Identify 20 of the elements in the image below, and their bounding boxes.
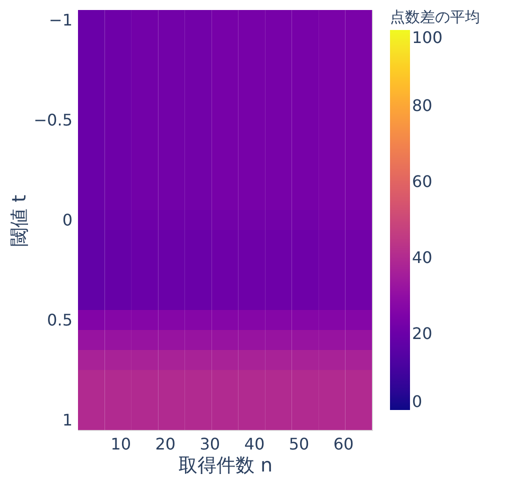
color-bar-label: 0 [412, 392, 422, 411]
color-bar-label: 100 [412, 28, 443, 47]
y-axis-title: 閾値 t [8, 194, 31, 246]
x-tick-label: 10 [110, 434, 131, 454]
y-tick-label: −1 [48, 10, 72, 30]
x-tick-label: 40 [244, 434, 265, 454]
color-bar-label: 80 [412, 96, 432, 115]
color-bar-label: 40 [412, 248, 432, 267]
color-bar-label: 60 [412, 172, 432, 191]
x-tick-label: 20 [155, 434, 176, 454]
y-tick-label: 0.5 [47, 310, 72, 330]
x-axis-title: 取得件数 n [178, 454, 273, 476]
y-tick-label: 0 [62, 210, 72, 230]
x-tick-label: 50 [288, 434, 310, 454]
y-tick-label: 1 [62, 410, 72, 430]
color-bar-label: 20 [412, 324, 432, 343]
x-tick-label: 60 [333, 434, 354, 454]
x-tick-label: 30 [200, 434, 220, 454]
y-tick-label: −0.5 [34, 110, 72, 130]
color-bar-title: 点数差の平均 [390, 8, 480, 26]
